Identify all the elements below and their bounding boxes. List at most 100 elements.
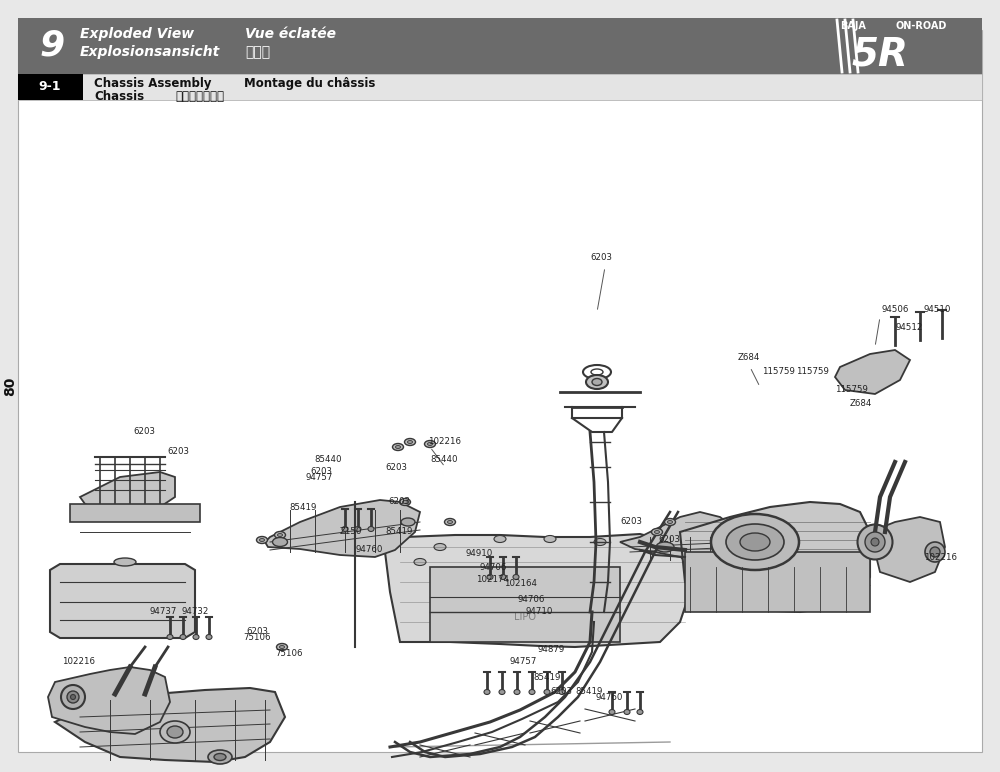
Text: 94757: 94757 xyxy=(305,472,332,482)
Ellipse shape xyxy=(214,753,226,760)
Bar xyxy=(685,552,870,612)
Text: 102216: 102216 xyxy=(924,553,957,561)
Ellipse shape xyxy=(865,532,885,552)
Bar xyxy=(430,567,620,642)
Text: 6203: 6203 xyxy=(246,628,268,636)
Text: 80: 80 xyxy=(3,376,17,396)
Text: 94510: 94510 xyxy=(924,304,951,313)
Ellipse shape xyxy=(401,518,415,526)
Text: ON-ROAD: ON-ROAD xyxy=(895,21,946,31)
Bar xyxy=(18,18,982,74)
Ellipse shape xyxy=(400,499,411,506)
Ellipse shape xyxy=(529,689,535,695)
Text: 6203: 6203 xyxy=(590,252,612,262)
Text: 6203: 6203 xyxy=(385,462,407,472)
Ellipse shape xyxy=(740,533,770,551)
Ellipse shape xyxy=(925,542,945,562)
Text: 85419: 85419 xyxy=(385,527,412,537)
Polygon shape xyxy=(265,500,420,557)
Ellipse shape xyxy=(637,709,643,715)
Ellipse shape xyxy=(499,689,505,695)
Ellipse shape xyxy=(586,375,608,389)
Text: Vue éclatée: Vue éclatée xyxy=(245,27,336,41)
Text: LIPO: LIPO xyxy=(514,612,536,622)
Ellipse shape xyxy=(424,441,436,448)
Ellipse shape xyxy=(402,500,408,503)
Polygon shape xyxy=(835,350,910,394)
Polygon shape xyxy=(55,688,285,762)
Text: 102216: 102216 xyxy=(428,438,461,446)
Text: 9-1: 9-1 xyxy=(39,80,61,93)
Ellipse shape xyxy=(368,527,374,531)
Bar xyxy=(18,74,982,100)
Ellipse shape xyxy=(624,709,630,715)
Text: 85440: 85440 xyxy=(430,455,458,463)
Ellipse shape xyxy=(728,537,742,547)
Text: 94512: 94512 xyxy=(896,323,923,331)
Ellipse shape xyxy=(484,689,490,695)
Text: 94760: 94760 xyxy=(595,692,622,702)
Ellipse shape xyxy=(428,442,432,445)
Ellipse shape xyxy=(654,530,660,533)
Ellipse shape xyxy=(193,635,199,639)
Text: 6203: 6203 xyxy=(310,468,332,476)
Text: 6203: 6203 xyxy=(167,448,189,456)
Text: 94760: 94760 xyxy=(356,546,383,554)
Ellipse shape xyxy=(342,527,348,531)
Ellipse shape xyxy=(513,574,519,580)
Ellipse shape xyxy=(167,635,173,639)
Ellipse shape xyxy=(609,709,615,715)
Bar xyxy=(18,74,83,100)
Text: 9: 9 xyxy=(39,29,65,63)
Text: 102216: 102216 xyxy=(62,658,95,666)
Ellipse shape xyxy=(280,645,285,648)
Ellipse shape xyxy=(494,536,506,543)
Ellipse shape xyxy=(61,685,85,709)
Ellipse shape xyxy=(594,539,606,546)
Text: 94506: 94506 xyxy=(882,304,909,313)
Text: 94757: 94757 xyxy=(510,658,537,666)
Ellipse shape xyxy=(114,558,136,566)
Ellipse shape xyxy=(711,514,799,570)
Text: 85419: 85419 xyxy=(289,503,316,513)
Ellipse shape xyxy=(592,378,602,385)
Text: 5R: 5R xyxy=(852,35,908,73)
Text: 85440: 85440 xyxy=(314,455,342,463)
Ellipse shape xyxy=(652,529,662,536)
Polygon shape xyxy=(680,502,870,612)
Ellipse shape xyxy=(70,695,76,699)
Ellipse shape xyxy=(448,520,452,523)
Text: 94706: 94706 xyxy=(518,595,545,604)
Text: Z684: Z684 xyxy=(738,354,760,363)
Text: Montage du châssis: Montage du châssis xyxy=(244,77,375,90)
Ellipse shape xyxy=(559,689,565,695)
Text: 6203: 6203 xyxy=(133,428,155,436)
Ellipse shape xyxy=(858,524,893,560)
Text: 6203: 6203 xyxy=(658,534,680,543)
Text: 6203: 6203 xyxy=(620,517,642,527)
Ellipse shape xyxy=(664,519,676,526)
Polygon shape xyxy=(620,512,740,564)
Text: BAJA: BAJA xyxy=(840,21,866,31)
Text: 115759: 115759 xyxy=(796,367,829,377)
Ellipse shape xyxy=(272,537,288,547)
Ellipse shape xyxy=(396,445,400,449)
Ellipse shape xyxy=(392,443,404,451)
Text: 94732: 94732 xyxy=(182,608,209,617)
Text: Z684: Z684 xyxy=(850,399,872,408)
Ellipse shape xyxy=(278,533,283,537)
Ellipse shape xyxy=(656,542,674,552)
Text: 102164: 102164 xyxy=(504,580,537,588)
Ellipse shape xyxy=(160,721,190,743)
Bar xyxy=(70,504,200,522)
Text: Chassis: Chassis xyxy=(94,90,144,103)
Text: Z150: Z150 xyxy=(340,527,362,537)
Ellipse shape xyxy=(67,691,79,703)
Polygon shape xyxy=(385,534,690,647)
Ellipse shape xyxy=(206,635,212,639)
Text: Explosionsansicht: Explosionsansicht xyxy=(80,45,220,59)
Text: 94910: 94910 xyxy=(465,550,492,558)
Text: 75106: 75106 xyxy=(275,649,302,659)
Ellipse shape xyxy=(514,689,520,695)
Text: シャーシ展開図: シャーシ展開図 xyxy=(175,90,224,103)
